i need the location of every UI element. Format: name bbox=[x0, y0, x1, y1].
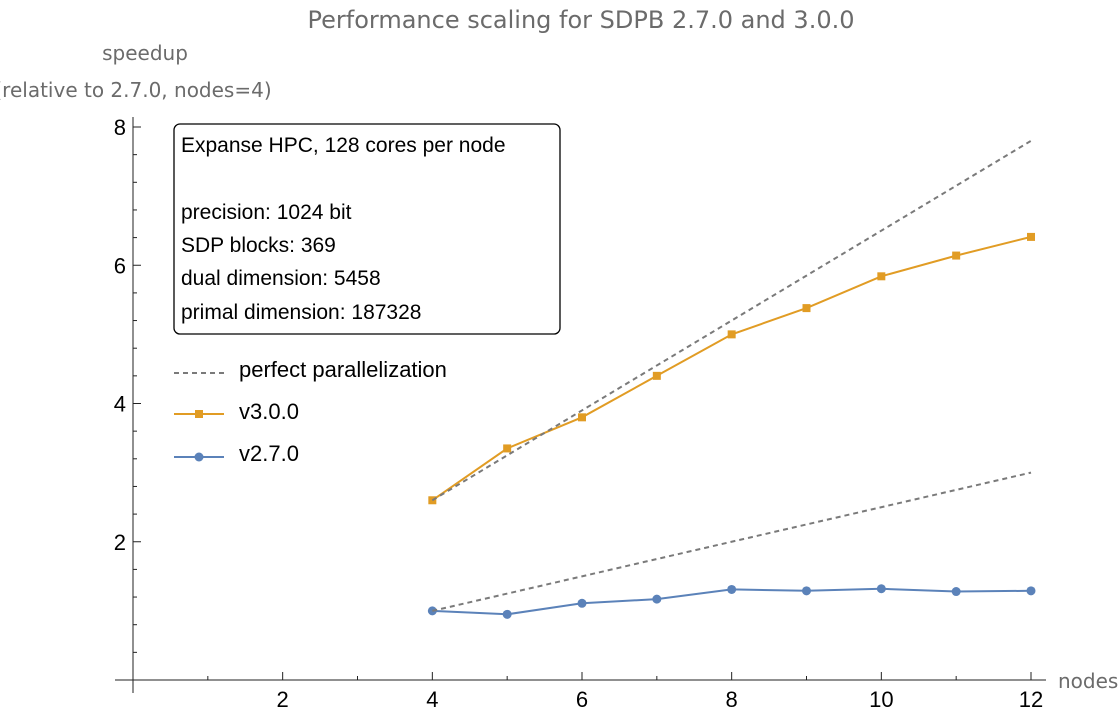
data-point-v300 bbox=[952, 251, 961, 260]
x-tick-label: 6 bbox=[576, 687, 588, 711]
data-point-v300 bbox=[877, 272, 886, 281]
legend: perfect parallelization v3.0.0 v2.7.0 bbox=[174, 357, 447, 466]
data-point-v300 bbox=[802, 304, 811, 313]
series-layer bbox=[427, 139, 1036, 619]
data-point-v300 bbox=[503, 444, 512, 453]
legend-v270-label: v2.7.0 bbox=[239, 441, 299, 466]
data-point-v300 bbox=[1027, 232, 1035, 241]
data-point-v270 bbox=[802, 586, 811, 596]
x-tick-label: 8 bbox=[726, 687, 738, 711]
data-point-v270 bbox=[652, 594, 662, 604]
legend-item-v300: v3.0.0 bbox=[174, 399, 299, 424]
legend-v300-label: v3.0.0 bbox=[239, 399, 299, 424]
data-point-v270 bbox=[727, 584, 737, 594]
x-tick-label: 10 bbox=[869, 687, 893, 711]
series-v270 bbox=[427, 584, 1036, 619]
legend-perfect-label: perfect parallelization bbox=[239, 357, 447, 382]
info-line-precision: precision: 1024 bit bbox=[181, 201, 352, 224]
data-point-v300 bbox=[652, 371, 661, 380]
y-tick-label: 4 bbox=[114, 392, 126, 417]
y-tick-label: 6 bbox=[114, 253, 126, 278]
legend-v300-marker bbox=[195, 410, 203, 418]
y-tick-label: 8 bbox=[114, 115, 126, 140]
x-tick-label: 4 bbox=[426, 687, 438, 711]
info-line-sdp-blocks: SDP blocks: 369 bbox=[181, 234, 336, 257]
y-axis-sublabel: (relative to 2.7.0, nodes=4) bbox=[0, 78, 272, 102]
data-point-v270 bbox=[502, 609, 512, 619]
info-line-dual-dimension: dual dimension: 5458 bbox=[181, 267, 381, 290]
x-tick-label: 2 bbox=[277, 687, 289, 711]
series-line-perfect bbox=[432, 471, 1032, 612]
x-tick-label: 12 bbox=[1019, 687, 1043, 711]
info-box-frame bbox=[173, 123, 561, 335]
legend-item-v270: v2.7.0 bbox=[174, 441, 299, 466]
data-point-v270 bbox=[876, 584, 886, 594]
info-box: Expanse HPC, 128 cores per node precisio… bbox=[173, 123, 561, 335]
chart-title: Performance scaling for SDPB 2.7.0 and 3… bbox=[308, 6, 855, 34]
data-point-v270 bbox=[1026, 586, 1036, 596]
data-point-v270 bbox=[577, 598, 587, 608]
data-point-v300 bbox=[727, 330, 736, 339]
info-line-primal-dimension: primal dimension: 187328 bbox=[181, 301, 421, 324]
y-tick-label: 2 bbox=[114, 530, 126, 555]
series-perfect bbox=[432, 471, 1032, 612]
x-axis-label: nodes bbox=[1058, 669, 1118, 693]
legend-v270-marker bbox=[194, 452, 204, 462]
data-point-v300 bbox=[578, 413, 586, 422]
info-line-cluster: Expanse HPC, 128 cores per node bbox=[181, 134, 506, 157]
y-axis-label: speedup bbox=[102, 41, 188, 65]
data-point-v270 bbox=[951, 587, 961, 597]
axis-ticks: 2 4 6 8 10 12 2 4 6 8 bbox=[114, 115, 1043, 711]
legend-item-perfect: perfect parallelization bbox=[174, 357, 447, 382]
